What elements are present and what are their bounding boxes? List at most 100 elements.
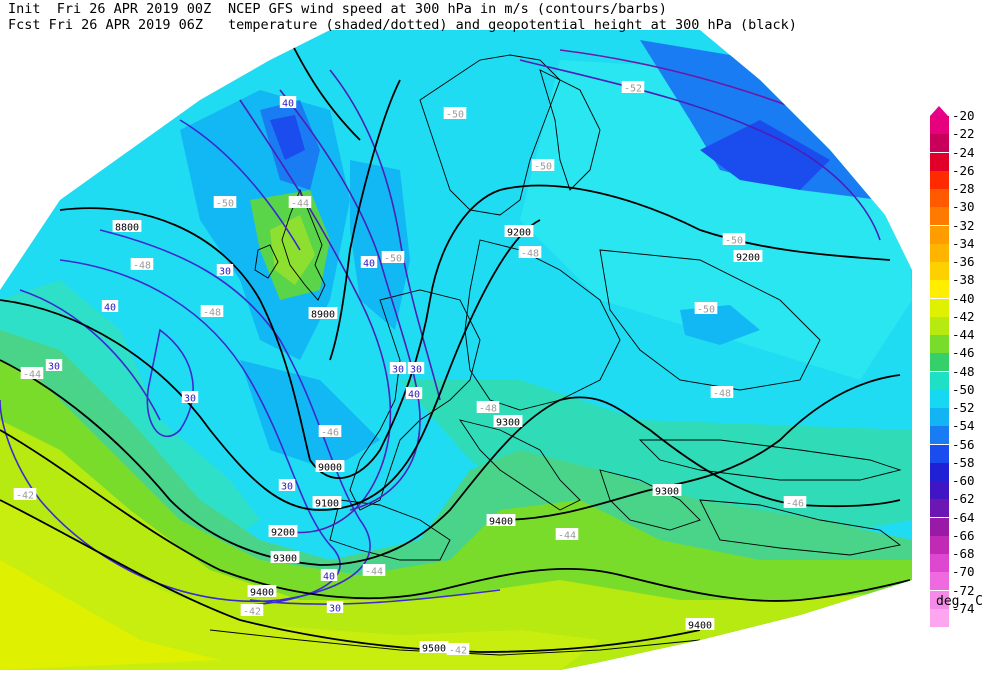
temp-label: -50 (446, 110, 464, 121)
height-label: 9200 (507, 228, 531, 239)
legend-arrow-icon (930, 106, 948, 116)
temp-label: -48 (521, 249, 539, 260)
temp-label: -48 (203, 308, 221, 319)
label-box (320, 569, 338, 581)
temperature-shading (0, 30, 912, 670)
weather-map: -50 -52 -50 -50 -44 -48 -50 -48 -50 -50 -48 -44 -48 -… (0, 30, 912, 670)
legend-label: -40 (952, 290, 975, 306)
label-box (216, 264, 234, 276)
label-box (279, 96, 297, 108)
height-label: 9200 (271, 528, 295, 539)
legend-item: -58 (928, 455, 998, 481)
legend-item: -32 (928, 218, 998, 244)
map-subtitle: temperature (shaded/dotted) and geopoten… (228, 17, 797, 33)
legend-label: -24 (952, 144, 975, 160)
legend-units: deg. C (936, 594, 983, 609)
height-label: 9300 (273, 554, 297, 565)
wind-speed-labels: 40 30 40 40 30 30 30 30 40 30 40 30 (45, 96, 425, 615)
legend-label: -72 (952, 582, 975, 598)
legend-item: -72 (928, 583, 998, 609)
temp-label: -44 (23, 370, 41, 381)
label-box (270, 551, 300, 563)
label-box (389, 362, 407, 374)
legend-item: -20 (928, 108, 998, 134)
legend-swatch (930, 371, 949, 390)
legend-swatch (930, 535, 949, 554)
legend-swatch (930, 207, 949, 226)
label-box (710, 386, 734, 398)
label-box (268, 525, 298, 537)
label-box (362, 564, 386, 576)
legend-item: -66 (928, 528, 998, 554)
label-box (685, 618, 715, 630)
legend-item: -50 (928, 382, 998, 408)
legend-item: -44 (928, 327, 998, 353)
legend-item: -40 (928, 291, 998, 317)
legend-label: -54 (952, 418, 975, 434)
legend-label: -38 (952, 272, 975, 288)
label-box (312, 496, 342, 508)
legend-label: -36 (952, 254, 975, 269)
legend-label: -58 (952, 454, 975, 470)
legend-swatch (930, 298, 949, 317)
height-label: 9300 (655, 487, 679, 498)
height-label: 9100 (315, 499, 339, 510)
label-box (486, 514, 516, 526)
label-box (45, 359, 63, 371)
map-header: Init Fri 26 APR 2019 00Z Fcst Fri 26 APR… (0, 0, 920, 36)
temp-label: -44 (365, 567, 383, 578)
legend-label: -48 (952, 363, 975, 379)
height-label: 9400 (489, 517, 513, 528)
wind-label: 30 (281, 482, 293, 493)
wind-label: 30 (329, 604, 341, 615)
height-label: 8800 (115, 223, 139, 234)
label-box (318, 425, 342, 437)
wind-label: 30 (48, 362, 60, 373)
wind-label: 30 (410, 365, 422, 376)
legend-swatch (930, 189, 949, 207)
temp-label: -50 (725, 236, 743, 247)
legend-item: -34 (928, 236, 998, 262)
legend-swatch (930, 499, 949, 518)
temp-label: -46 (786, 499, 804, 510)
height-label: 9500 (422, 644, 446, 655)
label-box (419, 641, 449, 653)
label-box (200, 305, 224, 317)
legend-item: -48 (928, 364, 998, 390)
temp-label: -42 (449, 646, 467, 657)
label-box (130, 258, 154, 270)
temp-label: -42 (243, 607, 261, 618)
wind-label: 40 (408, 390, 420, 401)
legend-swatch (930, 590, 949, 609)
label-box (621, 81, 645, 93)
legend-swatch (930, 262, 949, 280)
label-box (247, 585, 277, 597)
height-labels: 9200 9200 8800 8900 9300 9000 9100 9300 9400 9200… (112, 220, 763, 655)
legend-swatch (930, 572, 949, 591)
legend-swatch (930, 243, 949, 262)
legend-label: -68 (952, 546, 975, 561)
temp-label: -44 (558, 531, 576, 542)
wind-label: 40 (323, 572, 335, 583)
legend-label: -22 (952, 126, 975, 142)
height-label: 9400 (688, 621, 712, 632)
label-box (518, 246, 542, 258)
legend-label: -62 (952, 491, 975, 507)
label-box (13, 488, 37, 500)
legend-label: -52 (952, 400, 975, 415)
legend-label: -74 (952, 600, 975, 616)
legend-label: -46 (952, 345, 975, 361)
height-contours (0, 39, 911, 653)
legend-label: -32 (952, 217, 975, 233)
temp-label: -50 (384, 254, 402, 265)
wind-label: 40 (282, 99, 294, 110)
label-box (694, 302, 718, 314)
legend-label: -70 (952, 564, 975, 580)
legend-label: -50 (952, 381, 975, 397)
label-box (112, 220, 142, 232)
legend-item: -62 (928, 491, 998, 518)
legend-item: -36 (928, 254, 998, 280)
height-label: 8900 (311, 310, 335, 321)
label-box (783, 496, 807, 508)
label-box (213, 196, 237, 208)
